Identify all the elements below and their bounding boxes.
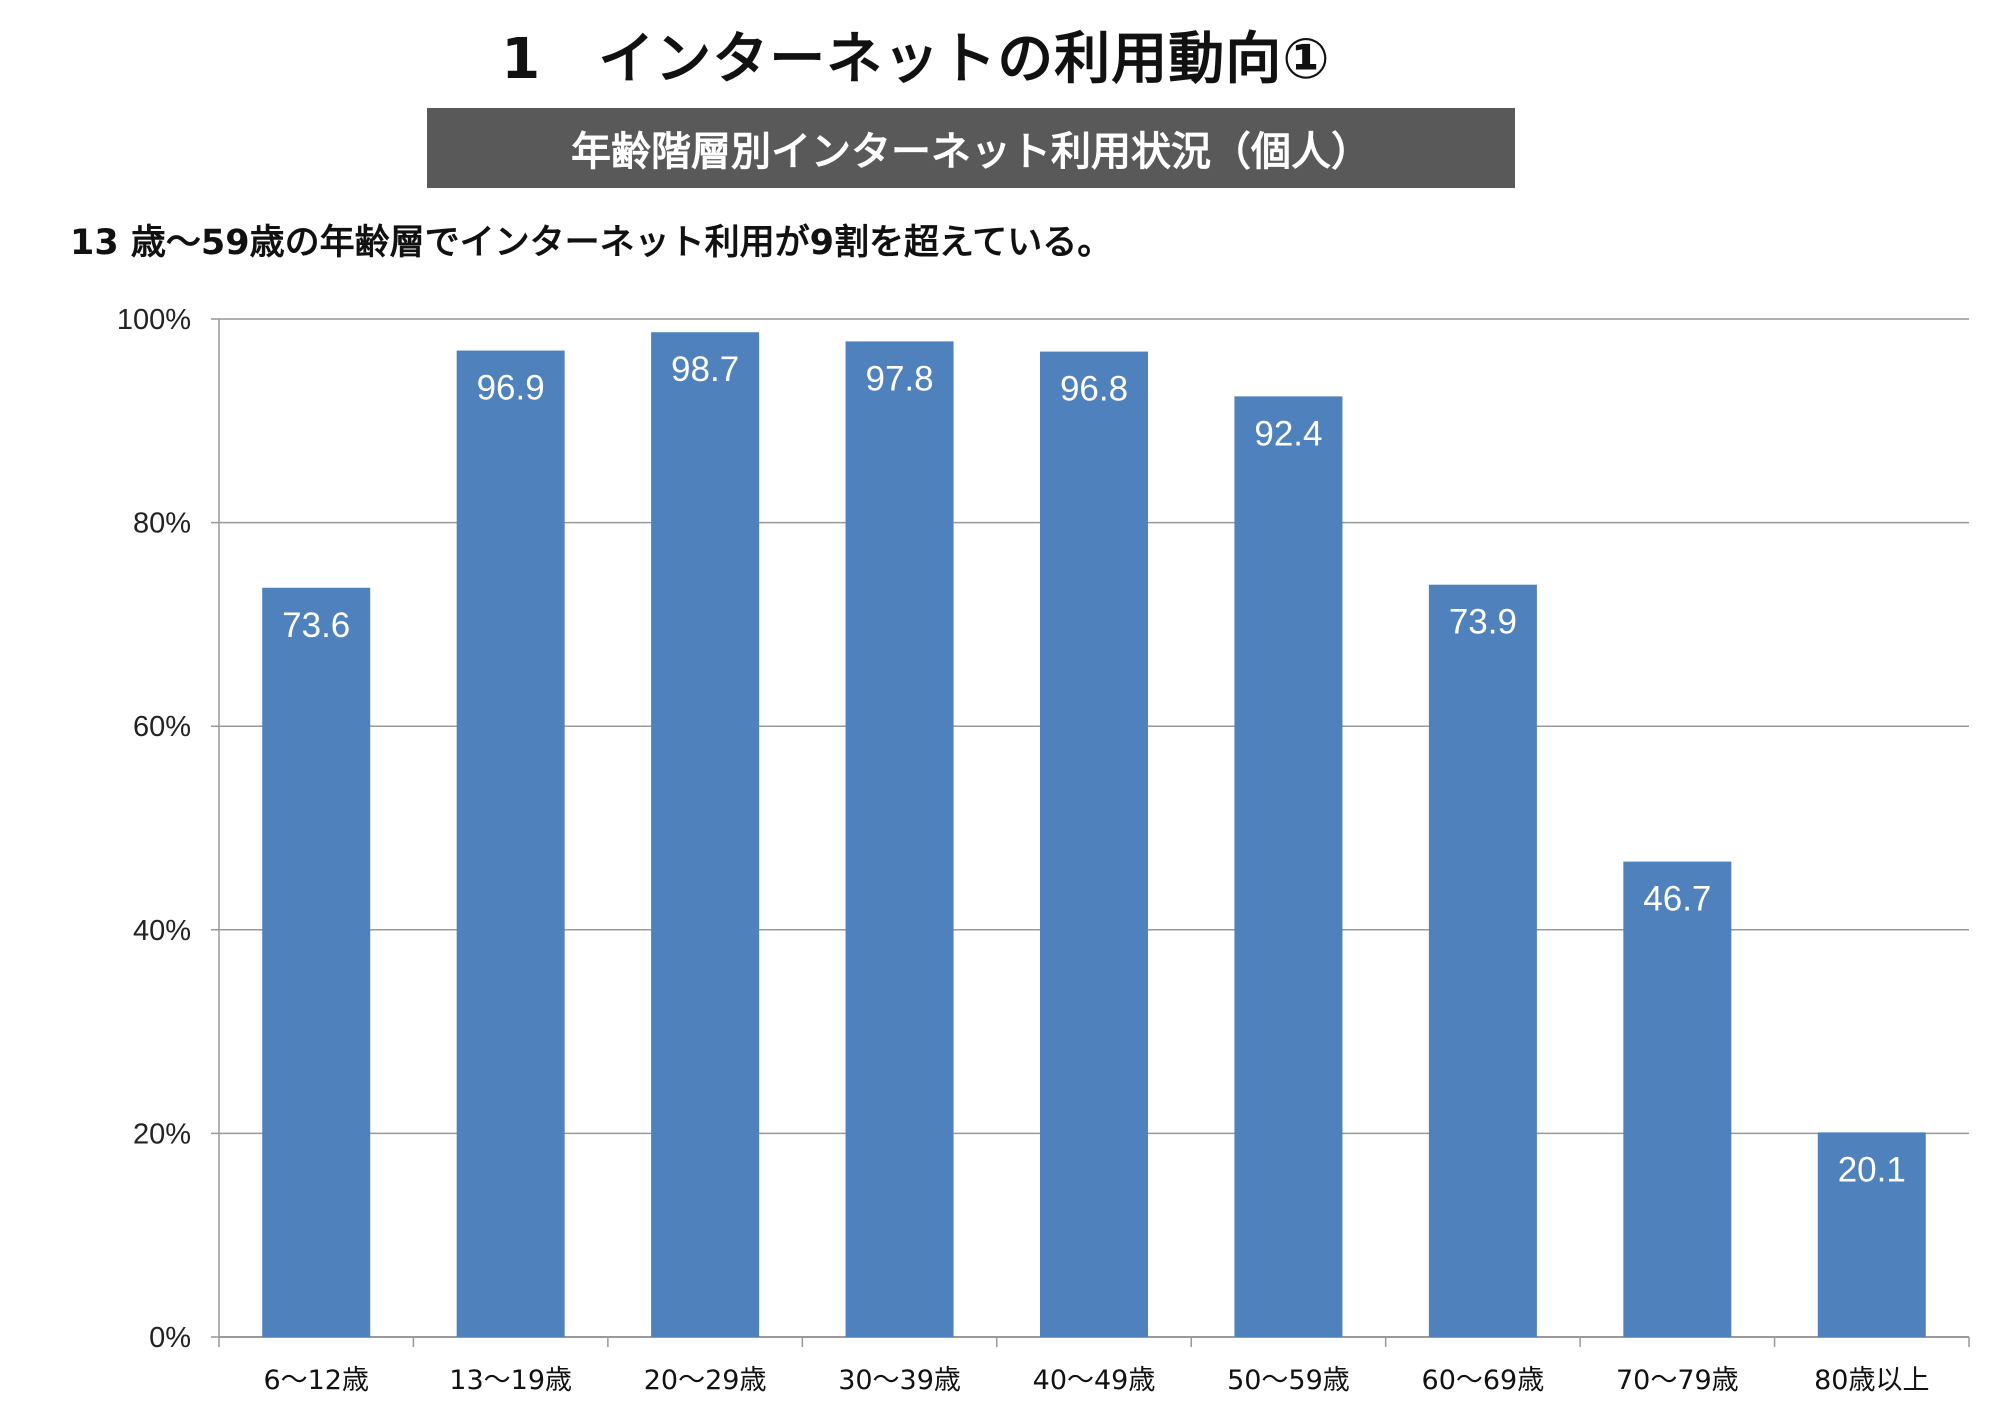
chart-title-banner: 年齢階層別インターネット利用状況（個人） (427, 108, 1515, 188)
data-label: 96.9 (477, 369, 545, 408)
x-tick-label: 50～59歳 (1227, 1365, 1350, 1396)
data-label: 97.8 (865, 359, 933, 398)
data-label: 98.7 (671, 350, 739, 389)
y-tick-label: 0% (149, 1322, 191, 1354)
data-label: 20.1 (1838, 1150, 1906, 1189)
data-label: 73.9 (1449, 603, 1517, 642)
y-tick-label: 100% (117, 304, 191, 336)
x-tick-label: 13～19歳 (449, 1365, 572, 1396)
bar (1234, 396, 1343, 1337)
bar (651, 332, 760, 1337)
data-label: 92.4 (1254, 414, 1322, 453)
y-tick-label: 20% (133, 1118, 191, 1150)
x-tick-label: 30～39歳 (838, 1365, 961, 1396)
x-tick-label: 6～12歳 (263, 1365, 369, 1396)
bar (845, 341, 954, 1337)
x-tick-label: 20～29歳 (644, 1365, 767, 1396)
data-label: 73.6 (282, 606, 350, 645)
x-tick-label: 60～69歳 (1422, 1365, 1545, 1396)
bar (456, 350, 565, 1338)
x-tick-label: 40～49歳 (1033, 1365, 1156, 1396)
y-tick-label: 80% (133, 508, 191, 540)
data-label: 96.8 (1060, 370, 1128, 409)
chart-subtitle: 13 歳～59歳の年齢層でインターネット利用が9割を超えている。 (70, 223, 1113, 263)
y-tick-label: 60% (133, 711, 191, 743)
bar (1428, 584, 1537, 1337)
bar (262, 587, 371, 1337)
bar (1623, 861, 1732, 1337)
bar (1817, 1132, 1926, 1337)
page-title: 1 インターネットの利用動向① (501, 27, 1331, 92)
y-tick-label: 40% (133, 915, 191, 947)
x-tick-label: 70～79歳 (1616, 1365, 1739, 1396)
bar (1040, 351, 1148, 1337)
x-tick-label: 80歳以上 (1814, 1365, 1929, 1396)
data-label: 46.7 (1643, 880, 1711, 919)
